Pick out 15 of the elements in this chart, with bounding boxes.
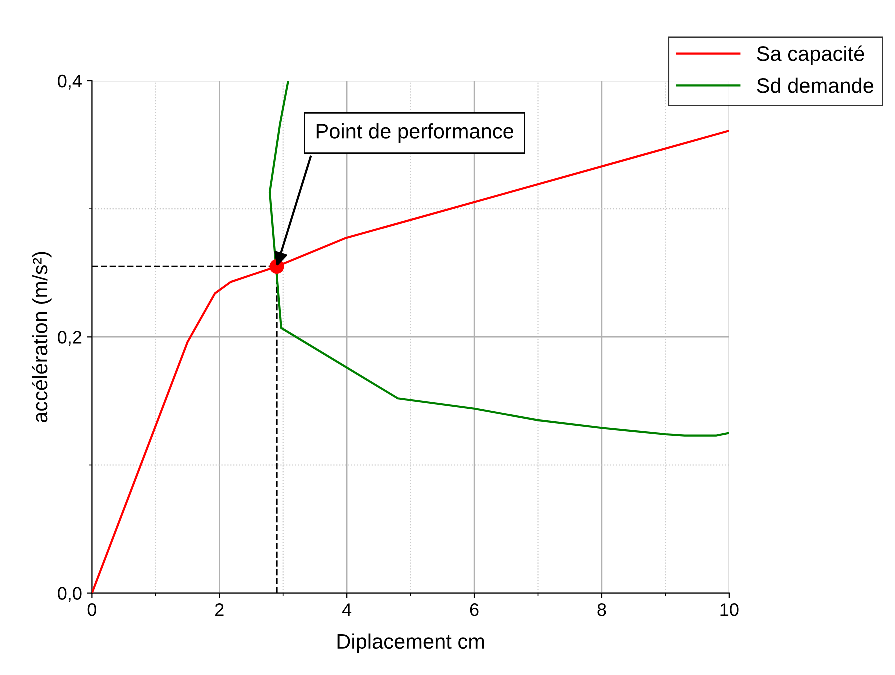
line-series — [268, 81, 730, 437]
y-tick-label: 0,2 — [58, 331, 82, 346]
x-tick-label: 10 — [720, 604, 739, 616]
legend-label: Sa capacité — [757, 46, 864, 66]
y-tick-label: 0,4 — [58, 74, 82, 90]
y-tick-label: 0,0 — [58, 587, 82, 602]
x-tick-label: 8 — [598, 604, 606, 616]
legend-label: Sd demande — [757, 78, 874, 94]
x-tick-label: 6 — [470, 604, 479, 616]
x-tick-label: 4 — [342, 604, 352, 616]
y-axis-title: accélération (m/s²) — [32, 252, 52, 423]
x-axis-title: Diplacement cm — [338, 634, 484, 654]
x-tick-label: 2 — [216, 604, 224, 616]
annotation: Point de performance — [316, 124, 514, 143]
x-tick-label: 0 — [88, 604, 96, 616]
